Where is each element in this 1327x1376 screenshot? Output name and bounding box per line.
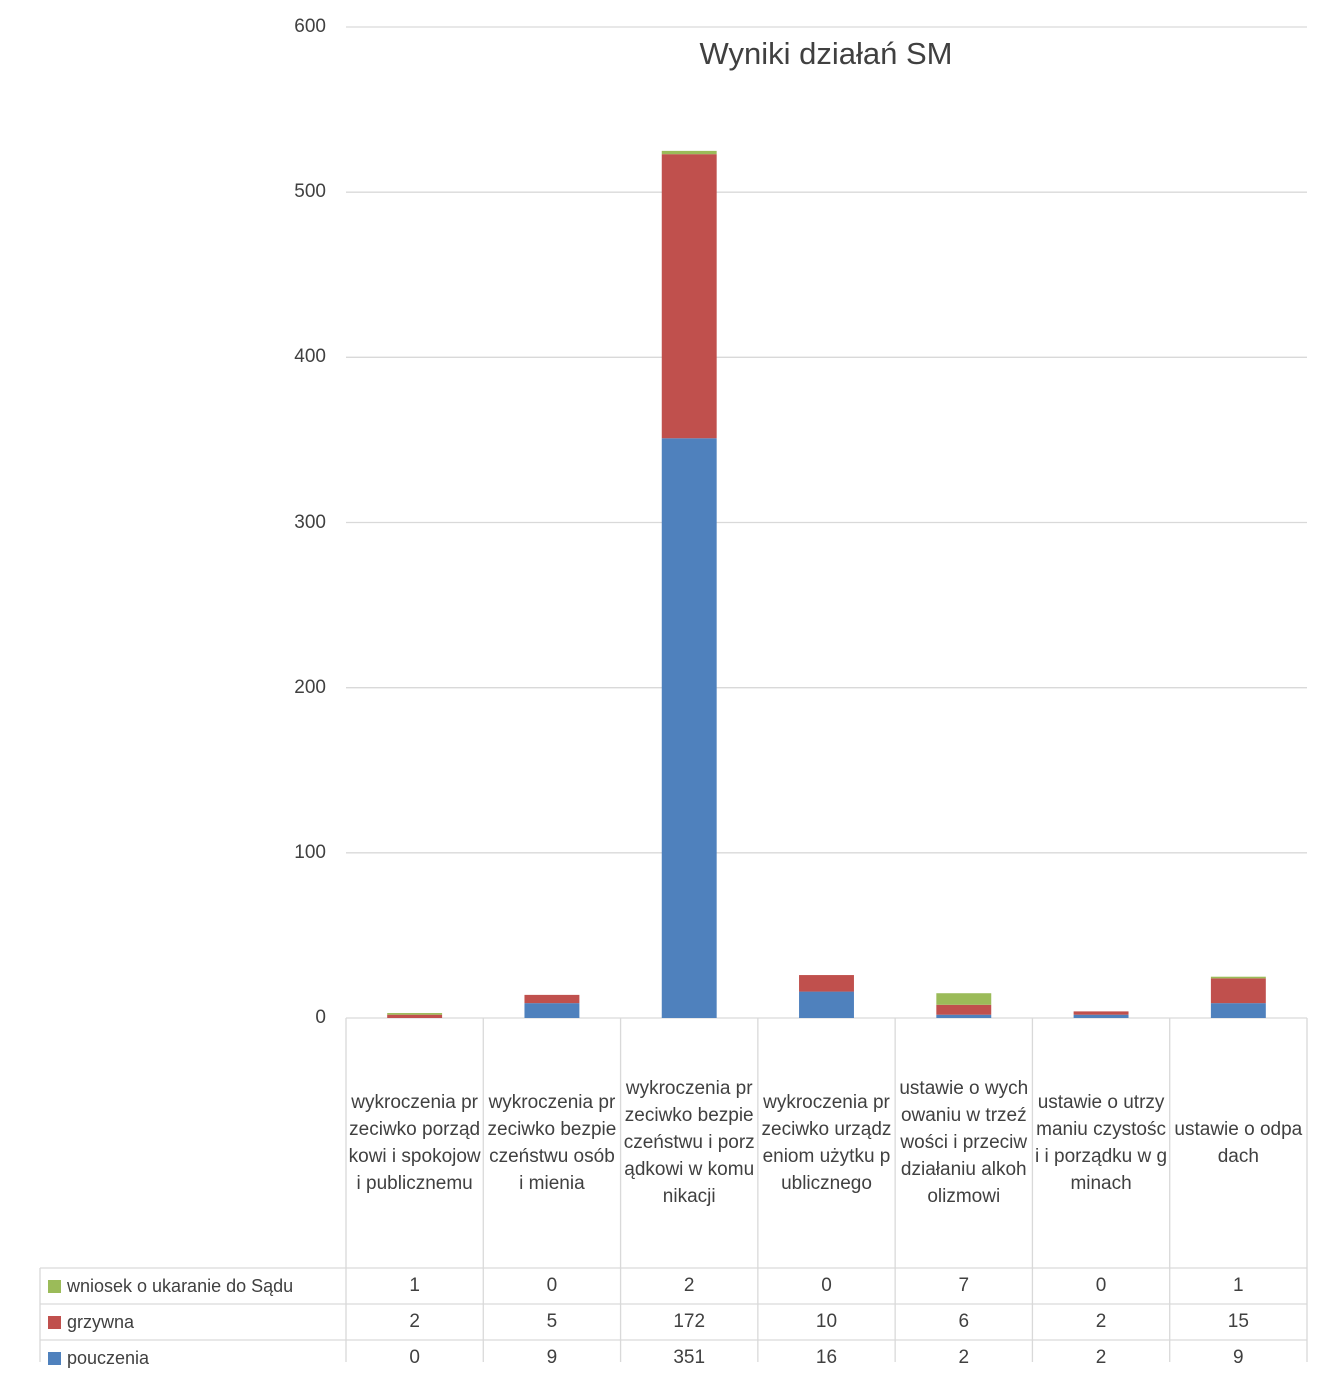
gridlines	[346, 26, 1307, 1019]
category-label: ustawie o wychowaniu w trzeźwości i prze…	[899, 1078, 1029, 1207]
data-label: 172	[673, 1311, 706, 1332]
bar-grzywna-2	[524, 994, 580, 1004]
data-label: 10	[815, 1311, 838, 1332]
bar-pouczenia-4	[799, 991, 854, 1018]
data-label: 2	[683, 1275, 695, 1296]
bar-pouczenia-5	[936, 1014, 992, 1018]
data-label: 5	[546, 1311, 558, 1332]
bar-pouczenia-2	[524, 1003, 580, 1018]
data-label: 0	[409, 1347, 420, 1368]
bar-grzywna-6	[1073, 1011, 1129, 1015]
legend-swatch	[48, 1315, 61, 1329]
category-label: wykroczenia przeciwko bezpieczeństwu osó…	[487, 1091, 617, 1194]
bar-wniosek-5	[936, 993, 992, 1005]
y-tick-label: 200	[294, 676, 326, 698]
bar-wniosek-1	[387, 1013, 443, 1015]
data-label: 16	[815, 1347, 838, 1368]
legend-entry: pouczenia	[48, 1340, 149, 1376]
data-label: 1	[1233, 1275, 1244, 1296]
bar-grzywna-7	[1210, 978, 1266, 1004]
bars	[387, 150, 1266, 1018]
legend-swatch	[48, 1351, 61, 1365]
bar-pouczenia-7	[1210, 1003, 1266, 1018]
y-tick-label: 0	[315, 1007, 326, 1028]
bar-wniosek-3	[661, 150, 717, 155]
bar-grzywna-3	[661, 154, 717, 439]
category-label: wykroczenia przeciwko bezpieczeństwu i p…	[623, 1078, 755, 1207]
data-label: 1	[409, 1275, 420, 1296]
data-label: 15	[1227, 1311, 1249, 1332]
data-table-lines	[39, 1018, 1308, 1362]
data-label: 9	[546, 1347, 558, 1368]
y-tick-label: 500	[294, 181, 326, 203]
legend-label: grzywna	[67, 1311, 135, 1332]
data-label: 0	[1095, 1275, 1107, 1296]
data-label: 2	[1095, 1311, 1107, 1332]
legend-label: wniosek o ukaranie do Sądu	[67, 1275, 294, 1296]
bar-pouczenia-6	[1073, 1014, 1129, 1018]
data-label: 2	[958, 1347, 970, 1368]
bar-wniosek-7	[1210, 976, 1266, 979]
chart-title: Wyniki działań SM	[699, 36, 953, 71]
data-label: 9	[1233, 1347, 1244, 1368]
bar-grzywna-1	[387, 1014, 443, 1018]
legend-entry: wniosek o ukaranie do Sądu	[48, 1268, 293, 1304]
legend-swatch	[48, 1279, 61, 1293]
data-label: 2	[1095, 1347, 1107, 1368]
category-label: ustawie o utrzymaniu czystości i porządk…	[1035, 1091, 1168, 1194]
bar-pouczenia-3	[661, 438, 717, 1018]
data-label: 6	[958, 1311, 970, 1332]
data-label: 0	[821, 1275, 832, 1296]
category-label: wykroczenia przeciwko porządkowi i spoko…	[348, 1091, 481, 1194]
y-tick-label: 300	[294, 511, 326, 533]
data-label: 2	[409, 1311, 420, 1332]
data-label: 7	[958, 1275, 970, 1296]
bar-grzywna-4	[799, 975, 854, 992]
bar-grzywna-5	[936, 1004, 992, 1015]
data-label: 351	[673, 1347, 706, 1368]
y-tick-label: 100	[294, 841, 326, 863]
legend-entry: grzywna	[48, 1304, 134, 1340]
category-label: wykroczenia przeciwko urządzeniom użytku…	[761, 1091, 892, 1194]
y-tick-label: 400	[294, 346, 326, 368]
legend-label: pouczenia	[67, 1347, 150, 1368]
y-tick-label: 600	[294, 16, 326, 37]
data-label: 0	[546, 1275, 558, 1296]
category-label: ustawie o odpadach	[1174, 1118, 1303, 1167]
